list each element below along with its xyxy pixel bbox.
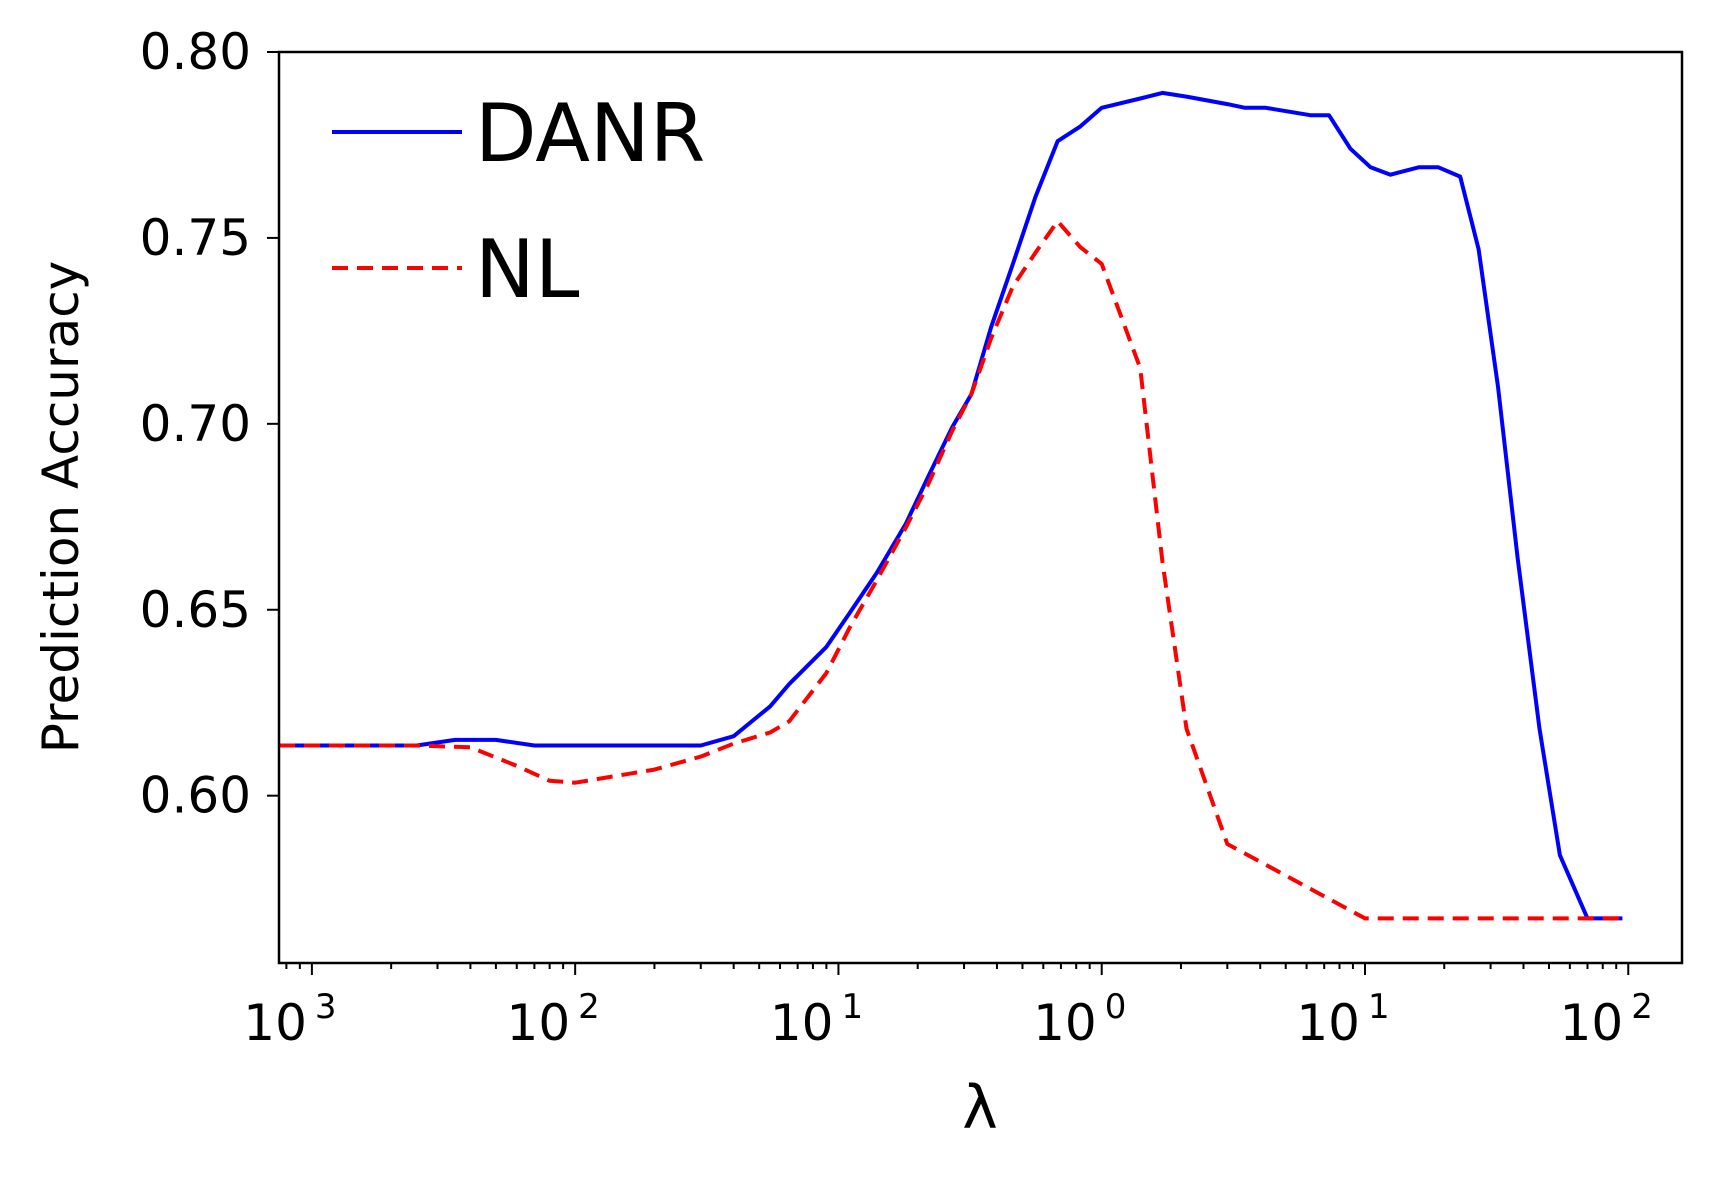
legend-label-nl: NL bbox=[475, 223, 580, 316]
x-tick-exponent: 1 bbox=[841, 987, 863, 1027]
x-tick-label: 10 bbox=[770, 994, 834, 1052]
series-layer bbox=[279, 90, 1623, 921]
x-tick-exponent: 2 bbox=[578, 987, 600, 1027]
x-axis-title: λ bbox=[962, 1073, 998, 1143]
x-tick-label: 10 bbox=[1560, 994, 1624, 1052]
x-tick-label: 10 bbox=[507, 994, 571, 1052]
plot-frame bbox=[277, 50, 1684, 965]
legend-label-danr: DANR bbox=[475, 87, 705, 180]
x-tick-exponent: 1 bbox=[1368, 987, 1390, 1027]
x-tick-label: 10 bbox=[1296, 994, 1360, 1052]
x-tick-label: 10 bbox=[243, 994, 307, 1052]
y-tick-label: 0.80 bbox=[140, 23, 251, 81]
x-tick-label: 10 bbox=[1033, 994, 1097, 1052]
y-axis-title: Prediction Accuracy bbox=[32, 261, 90, 754]
x-tick-exponent: 3 bbox=[315, 987, 337, 1027]
series-line-nl bbox=[279, 219, 1623, 921]
y-tick-label: 0.65 bbox=[140, 581, 251, 639]
x-tick-exponent: 2 bbox=[1631, 987, 1653, 1027]
y-tick-label: 0.75 bbox=[140, 209, 251, 267]
y-tick-label: 0.60 bbox=[140, 767, 251, 825]
series-line-danr bbox=[279, 90, 1623, 921]
legend: DANR NL bbox=[332, 87, 705, 316]
y-axis: 0.60 0.65 0.70 0.75 0.80 bbox=[140, 23, 279, 825]
x-tick-exponent: 0 bbox=[1105, 987, 1127, 1027]
y-tick-label: 0.70 bbox=[140, 395, 251, 453]
x-axis: 10 3 10 2 10 1 10 0 10 1 10 2 bbox=[243, 963, 1653, 1052]
